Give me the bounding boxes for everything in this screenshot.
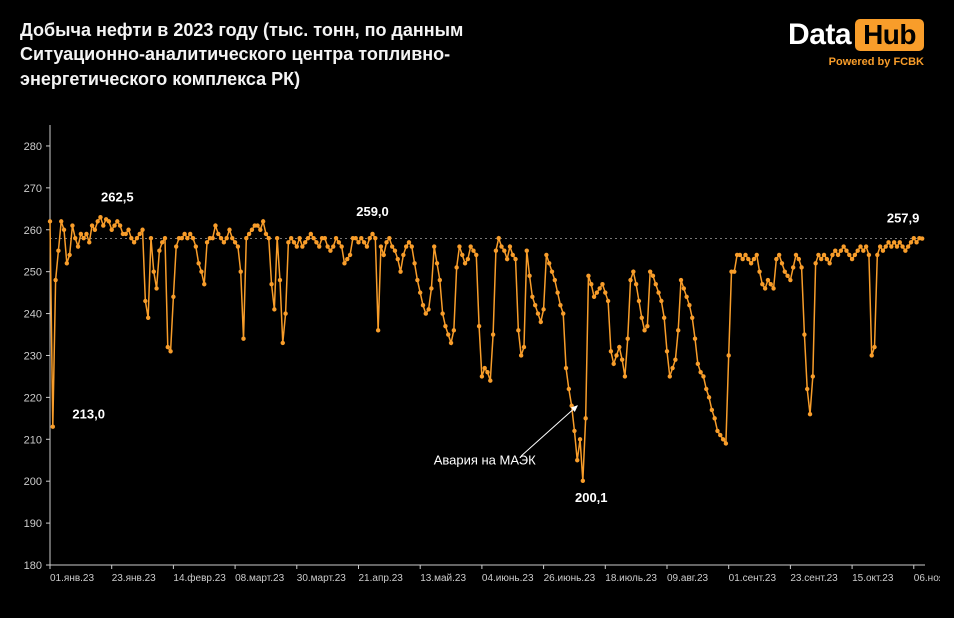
svg-text:04.июнь.23: 04.июнь.23 [482, 573, 534, 584]
svg-text:21.апр.23: 21.апр.23 [358, 573, 403, 584]
svg-text:13.май.23: 13.май.23 [420, 573, 466, 584]
svg-text:26.июнь.23: 26.июнь.23 [544, 573, 596, 584]
svg-text:213,0: 213,0 [72, 407, 105, 422]
svg-text:220: 220 [24, 392, 42, 404]
svg-text:Авария на МАЭК: Авария на МАЭК [434, 452, 536, 467]
svg-text:262,5: 262,5 [101, 189, 134, 204]
chart-title: Добыча нефти в 2023 году (тыс. тонн, по … [20, 18, 580, 91]
svg-text:250: 250 [24, 267, 42, 279]
svg-text:200: 200 [24, 476, 42, 488]
svg-text:180: 180 [24, 560, 42, 572]
svg-text:06.нояб.23: 06.нояб.23 [914, 572, 940, 584]
svg-text:23.сент.23: 23.сент.23 [790, 573, 838, 584]
svg-text:01.сент.23: 01.сент.23 [729, 573, 777, 584]
svg-text:230: 230 [24, 350, 42, 362]
brand-subtitle: Powered by FCBK [788, 56, 924, 68]
svg-text:30.март.23: 30.март.23 [297, 573, 346, 584]
svg-text:260: 260 [24, 225, 42, 237]
svg-text:210: 210 [24, 434, 42, 446]
svg-text:15.окт.23: 15.окт.23 [852, 573, 894, 584]
brand-data-text: Data [788, 18, 851, 52]
svg-text:08.март.23: 08.март.23 [235, 573, 284, 584]
svg-text:01.янв.23: 01.янв.23 [50, 573, 94, 584]
svg-text:18.июль.23: 18.июль.23 [605, 573, 657, 584]
svg-text:257,9: 257,9 [887, 211, 920, 226]
svg-text:09.авг.23: 09.авг.23 [667, 573, 709, 584]
svg-text:259,0: 259,0 [356, 204, 389, 219]
svg-text:14.февр.23: 14.февр.23 [173, 572, 226, 584]
brand-hub-text: Hub [855, 19, 924, 51]
svg-text:23.янв.23: 23.янв.23 [112, 573, 156, 584]
svg-text:190: 190 [24, 518, 42, 530]
brand-block: Data Hub Powered by FCBK [788, 18, 924, 68]
oil-production-chart: 180 190 200 210 220 230 240 250 260 270 280 01.янв.… [10, 115, 940, 605]
svg-text:240: 240 [24, 309, 42, 321]
svg-text:200,1: 200,1 [575, 490, 608, 505]
svg-text:280: 280 [24, 141, 42, 153]
svg-text:270: 270 [24, 183, 42, 195]
